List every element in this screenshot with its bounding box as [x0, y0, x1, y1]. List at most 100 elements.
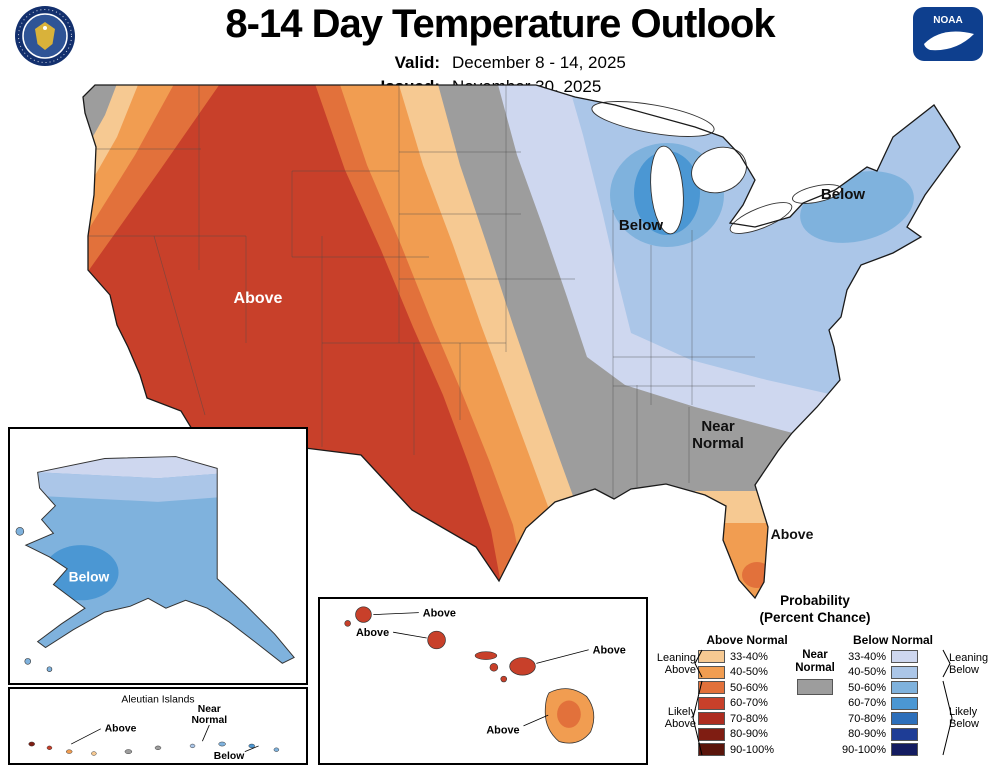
alaska-outline: [24, 456, 295, 664]
legend-above-row: 50-60%: [698, 680, 774, 696]
dept-of-commerce-seal-logo: [15, 6, 75, 66]
hawaii-label-oahu: Above: [356, 627, 389, 639]
legend-likely-above: Likely Above: [650, 706, 696, 730]
florida-above-50-60-spot: [742, 562, 772, 588]
island-dot: [124, 749, 133, 754]
legend-range-label: 80-90%: [848, 728, 886, 741]
legend-above-row: 80-90%: [698, 727, 774, 743]
alaska-bands: [25, 456, 295, 664]
island-niihau: [344, 620, 351, 627]
conus-label-below-midwest: Below: [619, 217, 664, 234]
aleutian-island-dot: [46, 666, 53, 672]
seal-star: [43, 26, 47, 30]
island-dot: [154, 745, 162, 750]
aleutian-label-above: Above: [105, 724, 137, 735]
legend-above-swatch: [698, 665, 725, 679]
leaning-above-line1: Leaning: [656, 652, 696, 664]
island-maui: [509, 657, 536, 676]
maui-leader-line: [536, 649, 589, 664]
likely-below-line2: Below: [949, 718, 979, 730]
island-dot: [91, 751, 97, 756]
island-kauai: [355, 606, 372, 623]
aleutian-islands-inset: Aleutian Islands Above Near Normal Below: [8, 687, 308, 765]
alaska-band-33-40: [25, 456, 295, 479]
legend-range-label: 70-80%: [730, 712, 768, 725]
noaa-logo: NOAA: [913, 7, 983, 61]
state-borders: [87, 85, 755, 500]
likely-above-line2: Above: [664, 718, 696, 730]
legend-above-normal-header: Above Normal: [706, 633, 788, 647]
island-dot: [273, 747, 280, 752]
legend-title-line1: Probability: [780, 593, 850, 608]
valid-value: December 8 - 14, 2025: [452, 53, 626, 72]
island-dot: [189, 743, 196, 749]
legend-below-row: 33-40%: [800, 649, 918, 665]
legend-near-swatch: [797, 679, 833, 695]
noaa-seagull-icon: [924, 31, 974, 51]
st-lawrence-island: [15, 527, 25, 536]
seal-gold-emblem: [35, 22, 55, 50]
conus-label-near-normal-line2: Normal: [692, 435, 744, 452]
conus-label-below-northeast: Below: [821, 186, 866, 203]
legend-likely-below: Likely Below: [949, 706, 995, 730]
conus-label-above-florida: Above: [771, 526, 814, 542]
legend-range-label: 80-90%: [730, 728, 768, 741]
conus-label-near-normal-line1: Near: [701, 418, 735, 435]
legend-range-label: 70-80%: [848, 712, 886, 725]
valid-line: Valid: December 8 - 14, 2025: [300, 51, 626, 75]
legend-below-normal-header: Below Normal: [852, 633, 933, 647]
legend-above-swatch: [698, 696, 725, 710]
legend-leaning-below: Leaning Below: [949, 652, 995, 676]
legend-range-label: 40-50%: [730, 666, 768, 679]
legend-below-swatch: [891, 665, 918, 679]
legend-above-swatch: [698, 727, 725, 741]
legend-below-column: 33-40% 40-50% 50-60% 60-70% 70-80% 80-90…: [800, 649, 918, 758]
legend-below-row: 90-100%: [800, 742, 918, 758]
oahu-leader-line: [393, 631, 427, 639]
island-dot: [46, 745, 53, 750]
island-molokai: [474, 651, 498, 660]
florida-band-above-33-40: [695, 491, 793, 523]
legend-near-label-line2: Normal: [795, 662, 835, 674]
island-oahu: [427, 630, 446, 650]
legend-range-label: 60-70%: [848, 697, 886, 710]
legend-above-swatch: [698, 681, 725, 695]
legend-title-line2: (Percent Chance): [759, 610, 871, 625]
lake-huron: [691, 146, 747, 194]
aleutian-label-below: Below: [214, 751, 245, 762]
leaning-above-line2: Above: [664, 664, 696, 676]
conus-outline: [82, 84, 961, 600]
alaska-label-below: Below: [69, 570, 110, 585]
legend-below-row: 70-80%: [800, 711, 918, 727]
legend-above-swatch: [698, 712, 725, 726]
legend-below-row: 40-50%: [800, 665, 918, 681]
aleutian-map: Aleutian Islands Above Near Normal Below: [28, 694, 280, 762]
big-island-leader-line: [523, 714, 549, 727]
legend-below-swatch: [891, 650, 918, 664]
hawaiian-islands: [344, 606, 595, 744]
hawaii-label-maui: Above: [593, 645, 626, 657]
legend-below-row: 60-70%: [800, 696, 918, 712]
aleutian-island-dot: [24, 658, 32, 665]
big-island-50-60-core: [557, 700, 581, 728]
likely-below-line1: Likely: [949, 706, 978, 718]
legend-range-label: 33-40%: [848, 650, 886, 663]
legend-above-row: 33-40%: [698, 649, 774, 665]
probability-legend: Probability (Percent Chance) Above Norma…: [650, 593, 995, 771]
likely-above-line1: Likely: [667, 706, 696, 718]
island-lanai: [489, 663, 499, 672]
legend-below-swatch: [891, 696, 918, 710]
legend-range-label: 50-60%: [848, 681, 886, 694]
hawaii-inset: Above Above Above Above: [318, 597, 648, 765]
legend-range-label: 40-50%: [848, 666, 886, 679]
kauai-leader-line: [373, 612, 419, 616]
hawaii-label-big-island: Above: [486, 725, 519, 737]
above-leader-line: [70, 728, 101, 745]
aleutian-island-chain: [28, 741, 280, 756]
legend-below-swatch: [891, 743, 918, 757]
legend-range-label: 90-100%: [730, 743, 775, 756]
legend-above-row: 70-80%: [698, 711, 774, 727]
legend-above-swatch: [698, 650, 725, 664]
hawaii-label-kauai: Above: [423, 608, 456, 620]
